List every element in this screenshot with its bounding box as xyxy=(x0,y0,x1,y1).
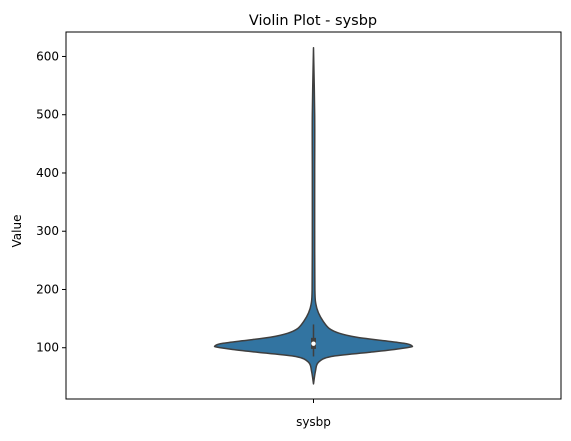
plot-area xyxy=(213,46,414,385)
chart-title: Violin Plot - sysbp xyxy=(249,13,377,29)
y-tick-label: 100 xyxy=(36,341,59,355)
x-tick-label: sysbp xyxy=(296,415,331,429)
y-tick-label: 400 xyxy=(36,166,59,180)
violin-median-marker xyxy=(311,341,316,346)
y-tick-label: 200 xyxy=(36,282,59,296)
y-tick-label: 500 xyxy=(36,108,59,122)
y-axis-label: Value xyxy=(10,215,24,248)
axis-ticks: 100 200 300 400 500 600 sysbp xyxy=(36,49,331,429)
y-tick-label: 300 xyxy=(36,224,59,238)
y-tick-label: 600 xyxy=(36,49,59,63)
violin-body xyxy=(213,46,414,385)
